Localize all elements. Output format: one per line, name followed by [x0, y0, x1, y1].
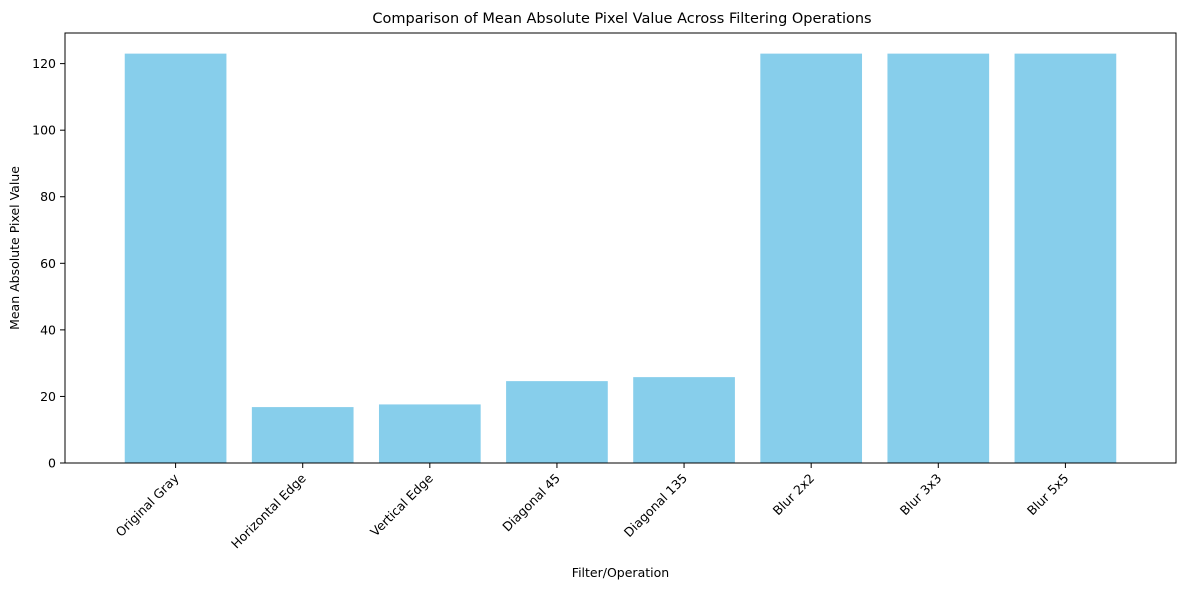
- y-tick-label: 40: [40, 322, 56, 337]
- bar: [760, 53, 863, 463]
- y-tick-label: 80: [40, 189, 56, 204]
- y-tick-label: 120: [32, 56, 56, 71]
- bar: [1014, 53, 1117, 463]
- y-tick-label: 20: [40, 389, 56, 404]
- y-axis-label: Mean Absolute Pixel Value: [7, 166, 22, 330]
- bar: [506, 381, 608, 463]
- y-tick-label: 60: [40, 256, 56, 271]
- bars-group: [124, 53, 1117, 463]
- y-tick-label: 0: [48, 456, 56, 471]
- bar: [378, 404, 481, 463]
- plot-frame: [64, 32, 1177, 464]
- bar: [887, 53, 990, 463]
- bar: [124, 53, 227, 463]
- y-axis: 0 20 40 60 80 100 120: [32, 56, 65, 471]
- chart-title: Comparison of Mean Absolute Pixel Value …: [372, 11, 871, 27]
- bar: [251, 407, 354, 463]
- y-tick-label: 100: [32, 123, 56, 138]
- bar: [633, 377, 735, 463]
- x-axis-label: Filter/Operation: [572, 565, 669, 580]
